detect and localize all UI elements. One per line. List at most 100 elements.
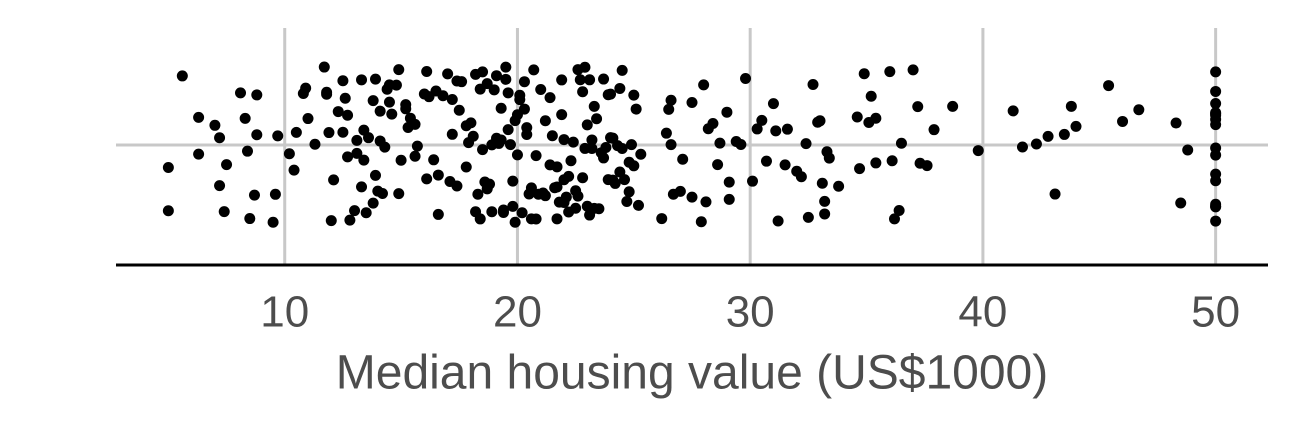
- point: [460, 161, 472, 173]
- point: [947, 100, 959, 112]
- point: [351, 147, 363, 159]
- point: [409, 118, 421, 130]
- point: [432, 169, 444, 181]
- point: [1042, 130, 1054, 142]
- point: [558, 134, 570, 146]
- point: [530, 213, 542, 225]
- point: [193, 111, 205, 123]
- point: [551, 213, 563, 225]
- point: [556, 109, 568, 121]
- point: [518, 103, 530, 115]
- point: [886, 155, 898, 167]
- point: [209, 119, 221, 131]
- point: [500, 73, 512, 85]
- point: [833, 180, 845, 192]
- point: [358, 124, 370, 136]
- point: [383, 96, 395, 108]
- point: [770, 125, 782, 137]
- point: [921, 160, 933, 172]
- point: [928, 124, 940, 136]
- point: [602, 174, 614, 186]
- point: [1065, 100, 1077, 112]
- point: [507, 200, 519, 212]
- point: [712, 159, 724, 171]
- point: [411, 140, 423, 152]
- point: [577, 172, 589, 184]
- point: [1210, 215, 1222, 227]
- point: [565, 155, 577, 167]
- point: [297, 87, 309, 99]
- point: [176, 70, 188, 82]
- point: [432, 208, 444, 220]
- x-tick-label: 20: [493, 288, 542, 337]
- point: [1210, 66, 1222, 78]
- point: [807, 79, 819, 91]
- point: [251, 89, 263, 101]
- point: [802, 211, 814, 223]
- point: [628, 89, 640, 101]
- point: [486, 206, 498, 218]
- point: [598, 73, 610, 85]
- point: [581, 119, 593, 131]
- point: [814, 115, 826, 127]
- point: [446, 93, 458, 105]
- point: [467, 130, 479, 142]
- point: [588, 202, 600, 214]
- point: [369, 73, 381, 85]
- point: [328, 174, 340, 186]
- point: [851, 111, 863, 123]
- point: [823, 152, 835, 164]
- point: [616, 142, 628, 154]
- point: [1058, 128, 1070, 140]
- x-tick-label: 50: [1191, 288, 1240, 337]
- point: [369, 169, 381, 181]
- point: [586, 134, 598, 146]
- point: [442, 68, 454, 80]
- point: [912, 101, 924, 113]
- point: [551, 181, 563, 193]
- point: [656, 213, 668, 225]
- point: [409, 150, 421, 162]
- point: [781, 123, 793, 135]
- point: [267, 216, 279, 228]
- point: [702, 123, 714, 135]
- point: [421, 66, 433, 78]
- point: [251, 129, 263, 141]
- point: [779, 159, 791, 171]
- point: [367, 197, 379, 209]
- point: [888, 213, 900, 225]
- point: [477, 66, 489, 78]
- point: [865, 90, 877, 102]
- point: [456, 76, 468, 88]
- point: [819, 195, 831, 207]
- point: [588, 100, 600, 112]
- point: [895, 137, 907, 149]
- point: [972, 145, 984, 157]
- point: [579, 61, 591, 73]
- point: [269, 188, 281, 200]
- point: [800, 138, 812, 150]
- point: [663, 103, 675, 115]
- point: [451, 180, 463, 192]
- point: [558, 196, 570, 208]
- point: [325, 215, 337, 227]
- point: [616, 64, 628, 76]
- point: [290, 126, 302, 138]
- point: [516, 207, 528, 219]
- point: [465, 117, 477, 129]
- point: [497, 204, 509, 216]
- point: [1175, 197, 1187, 209]
- point: [735, 138, 747, 150]
- point: [854, 163, 866, 175]
- point: [491, 70, 503, 82]
- point: [714, 137, 726, 149]
- point: [342, 109, 354, 121]
- point: [337, 75, 349, 87]
- point: [1210, 98, 1222, 110]
- point: [367, 95, 379, 107]
- point: [567, 136, 579, 148]
- point: [570, 202, 582, 214]
- point: [241, 145, 253, 157]
- point: [539, 115, 551, 127]
- point: [674, 185, 686, 197]
